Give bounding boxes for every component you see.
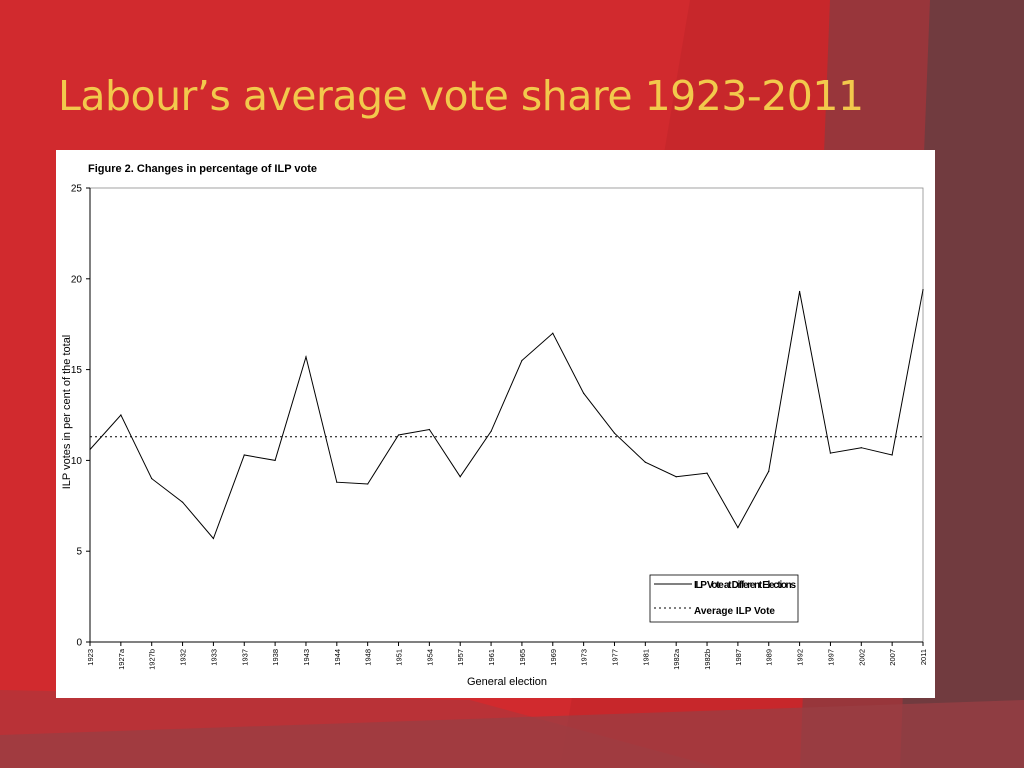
data-point bbox=[89, 448, 91, 451]
line-chart: Figure 2. Changes in percentage of ILP v… bbox=[61, 163, 928, 688]
chart-title: Figure 2. Changes in percentage of ILP v… bbox=[88, 163, 317, 175]
x-tick-label: 1923 bbox=[86, 649, 95, 666]
data-point bbox=[367, 483, 369, 485]
x-tick-label: 2002 bbox=[857, 649, 866, 666]
x-tick-label: 1987 bbox=[734, 649, 743, 666]
x-tick-label: 1982b bbox=[703, 649, 712, 670]
data-point bbox=[675, 476, 677, 478]
data-point bbox=[336, 481, 338, 483]
x-tick-label: 1969 bbox=[549, 649, 558, 666]
legend-label-average: Average ILP Vote bbox=[694, 606, 775, 617]
x-tick-label: 1943 bbox=[302, 649, 311, 666]
data-point bbox=[583, 392, 585, 394]
data-point bbox=[212, 537, 215, 540]
data-point bbox=[737, 526, 739, 529]
data-point bbox=[428, 428, 430, 431]
data-point bbox=[552, 332, 554, 334]
y-tick-label: 0 bbox=[76, 638, 82, 649]
data-point bbox=[274, 459, 276, 461]
x-tick-label: 1927a bbox=[117, 648, 126, 670]
x-tick-label: 1973 bbox=[580, 649, 589, 666]
y-tick-label: 20 bbox=[71, 274, 83, 285]
slide-title: Labour’s average vote share 1923-2011 bbox=[58, 72, 864, 120]
y-tick-label: 10 bbox=[71, 456, 83, 467]
data-point bbox=[613, 432, 616, 434]
data-point bbox=[891, 454, 893, 456]
data-point bbox=[922, 289, 924, 291]
x-tick-label: 1977 bbox=[610, 649, 619, 666]
y-axis-label: ILP votes in per cent of the total bbox=[61, 335, 73, 490]
x-tick-label: 1933 bbox=[209, 649, 218, 666]
x-tick-label: 1997 bbox=[826, 649, 835, 666]
data-point bbox=[706, 472, 708, 474]
x-tick-label: 1957 bbox=[456, 649, 465, 666]
y-tick-label: 5 bbox=[76, 547, 82, 558]
data-point bbox=[490, 430, 492, 432]
ilp-vote-series-line bbox=[89, 289, 924, 540]
y-tick-label: 25 bbox=[71, 184, 83, 195]
x-tick-label: 1937 bbox=[240, 649, 249, 666]
legend-label-ilp-vote: ILP Vote at Different Elections bbox=[694, 580, 796, 591]
x-axis-label: General election bbox=[467, 676, 547, 688]
data-point bbox=[829, 452, 832, 454]
x-tick-label: 1944 bbox=[333, 649, 342, 666]
x-tick-label: 1932 bbox=[179, 649, 188, 666]
data-point bbox=[459, 476, 461, 478]
data-point bbox=[120, 414, 122, 416]
x-tick-label: 1989 bbox=[765, 649, 774, 666]
data-point bbox=[181, 501, 184, 503]
legend-box bbox=[649, 574, 799, 623]
x-tick-label: 2007 bbox=[888, 649, 897, 666]
data-point bbox=[397, 434, 400, 436]
x-tick-label: 1965 bbox=[518, 649, 527, 666]
x-tick-label: 1927b bbox=[148, 649, 157, 670]
data-point bbox=[151, 477, 153, 480]
data-point bbox=[305, 356, 307, 358]
x-tick-label: 1938 bbox=[271, 649, 280, 666]
plot-area: 0 5 10 15 20 25 1923 1927a 1927b 1932 1933 1937 1938… bbox=[71, 184, 928, 670]
data-point bbox=[243, 454, 245, 456]
x-tick-label: 1992 bbox=[796, 649, 805, 666]
data-point bbox=[860, 447, 862, 449]
data-point bbox=[768, 470, 770, 472]
legend: ILP Vote at Different Elections Average … bbox=[649, 574, 799, 623]
plot-border bbox=[89, 187, 924, 643]
data-point bbox=[521, 359, 523, 362]
x-tick-label: 1951 bbox=[395, 649, 404, 666]
x-tick-label: 2011 bbox=[919, 649, 928, 665]
x-tick-label: 1982a bbox=[672, 648, 681, 670]
x-tick-label: 1948 bbox=[364, 649, 373, 666]
y-tick-label: 15 bbox=[71, 365, 83, 376]
data-point bbox=[644, 461, 646, 463]
chart-panel: Figure 2. Changes in percentage of ILP v… bbox=[56, 150, 935, 698]
x-tick-label: 1954 bbox=[425, 649, 434, 666]
x-tick-label: 1961 bbox=[487, 649, 496, 666]
x-tick-label: 1981 bbox=[641, 649, 650, 666]
data-point bbox=[798, 290, 801, 293]
